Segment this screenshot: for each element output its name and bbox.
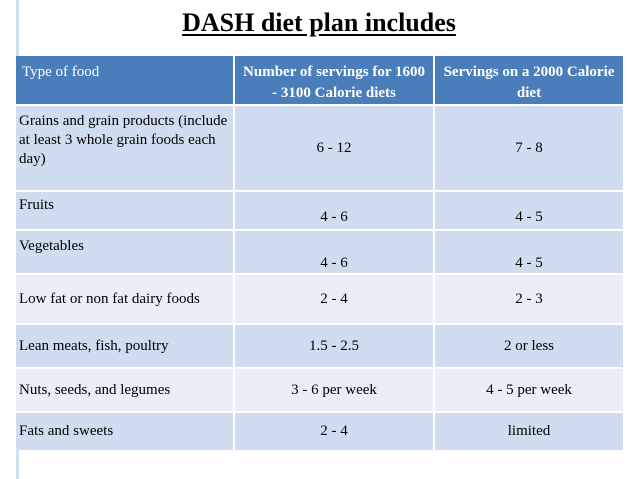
table-row: Grains and grain products (include at le… [16, 104, 625, 191]
servings-range-cell: 4 - 6 [234, 229, 435, 274]
food-cell: Nuts, seeds, and legumes [16, 367, 235, 412]
food-cell: Grains and grain products (include at le… [16, 104, 235, 191]
servings-range-cell: 2 - 4 [234, 411, 435, 450]
servings-range-cell: 4 - 6 [234, 190, 435, 230]
table-row: Fats and sweets 2 - 4 limited [16, 411, 625, 450]
dash-diet-table: Type of food Number of servings for 1600… [16, 56, 625, 450]
servings-range-cell: 2 - 4 [234, 273, 435, 324]
table-row: Nuts, seeds, and legumes 3 - 6 per week … [16, 367, 625, 412]
table-row: Lean meats, fish, poultry 1.5 - 2.5 2 or… [16, 323, 625, 368]
servings-2000-cell: 4 - 5 [434, 229, 625, 274]
servings-2000-cell: 4 - 5 [434, 190, 625, 230]
table-row: Fruits 4 - 6 4 - 5 [16, 190, 625, 230]
servings-2000-cell: limited [434, 411, 625, 450]
food-cell: Vegetables [16, 229, 235, 274]
servings-range-cell: 6 - 12 [234, 104, 435, 191]
servings-2000-cell: 2 - 3 [434, 273, 625, 324]
page-title: DASH diet plan includes [0, 8, 638, 38]
food-cell: Fruits [16, 190, 235, 230]
page-title-text: DASH diet plan includes [182, 8, 456, 37]
header-servings-2000: Servings on a 2000 Calorie diet [434, 56, 625, 105]
food-cell: Lean meats, fish, poultry [16, 323, 235, 368]
food-cell: Fats and sweets [16, 411, 235, 450]
servings-2000-cell: 4 - 5 per week [434, 367, 625, 412]
servings-range-cell: 1.5 - 2.5 [234, 323, 435, 368]
servings-2000-cell: 2 or less [434, 323, 625, 368]
table-row: Vegetables 4 - 6 4 - 5 [16, 229, 625, 274]
header-type-of-food: Type of food [16, 56, 235, 105]
servings-2000-cell: 7 - 8 [434, 104, 625, 191]
food-cell: Low fat or non fat dairy foods [16, 273, 235, 324]
table-header-row: Type of food Number of servings for 1600… [16, 56, 625, 105]
header-servings-range: Number of servings for 1600 - 3100 Calor… [234, 56, 435, 105]
servings-range-cell: 3 - 6 per week [234, 367, 435, 412]
table-row: Low fat or non fat dairy foods 2 - 4 2 -… [16, 273, 625, 324]
